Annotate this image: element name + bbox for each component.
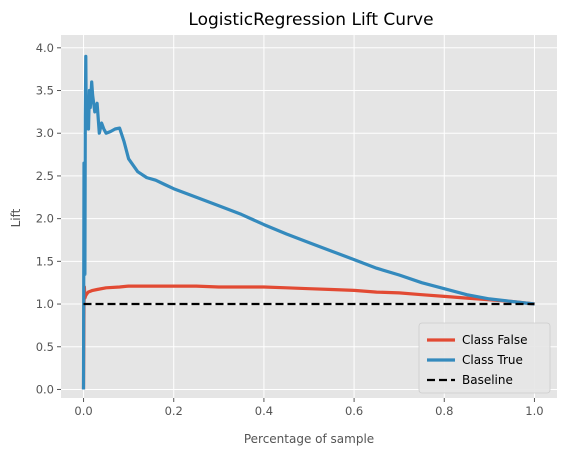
series-layer: [81, 54, 535, 390]
y-tick-label: 4.0: [36, 41, 54, 55]
x-tick-label: 0.0: [74, 404, 92, 418]
x-axis-ticks: 0.0 0.2 0.4 0.6 0.8 1.0: [74, 398, 544, 418]
x-axis-label: Percentage of sample: [244, 432, 374, 446]
legend: Class False Class True Baseline: [418, 322, 551, 394]
y-axis-label: Lift: [9, 208, 23, 227]
legend-label-class-true: Class True: [462, 353, 523, 367]
y-tick-label: 1.0: [36, 297, 54, 311]
y-tick-label: 2.0: [36, 212, 54, 226]
y-tick-label: 0.0: [36, 382, 54, 396]
x-tick-label: 1.0: [525, 404, 543, 418]
x-tick-label: 0.8: [435, 404, 453, 418]
x-tick-label: 0.2: [165, 404, 183, 418]
y-axis-ticks: 0.0 0.5 1.0 1.5 2.0 2.5 3.0 3.5 4.0: [36, 41, 61, 396]
chart-title: LogisticRegression Lift Curve: [188, 10, 433, 30]
series-line-class-true: [81, 54, 535, 390]
y-tick-label: 0.5: [36, 340, 54, 354]
legend-label-class-false: Class False: [462, 333, 528, 347]
y-tick-label: 3.0: [36, 126, 54, 140]
y-tick-label: 2.5: [36, 169, 54, 183]
x-tick-label: 0.6: [345, 404, 363, 418]
x-tick-label: 0.4: [255, 404, 273, 418]
y-tick-label: 1.5: [36, 254, 54, 268]
series-line-class-false: [81, 284, 535, 390]
y-tick-label: 3.5: [36, 84, 54, 98]
legend-label-baseline: Baseline: [462, 373, 513, 387]
